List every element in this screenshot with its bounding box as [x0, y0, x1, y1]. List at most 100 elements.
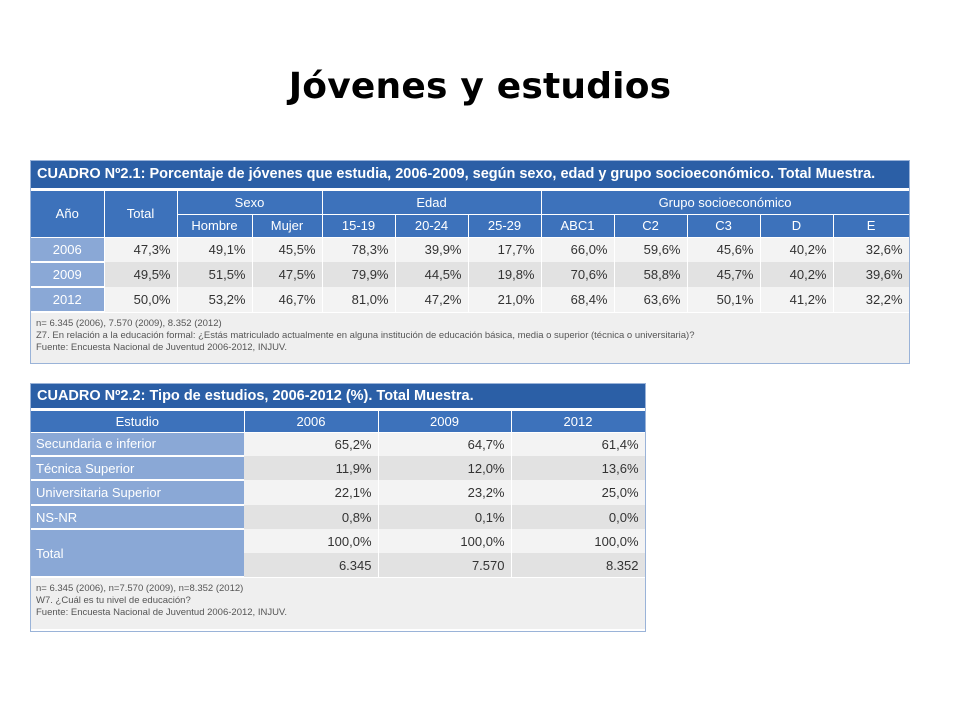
row-label-total: Total	[31, 529, 244, 578]
cell-2006: 0,8%	[244, 505, 379, 529]
cell-mujer: 47,5%	[252, 262, 323, 287]
cell-25-29: 17,7%	[468, 237, 542, 262]
cell-hombre: 49,1%	[177, 237, 253, 262]
header-e: E	[833, 214, 910, 238]
cell-abc1: 70,6%	[541, 262, 615, 287]
table2-note-source: Fuente: Encuesta Nacional de Juventud 20…	[36, 607, 288, 618]
table-row: 2006 47,3% 49,1% 45,5% 78,3% 39,9% 17,7%…	[31, 237, 910, 263]
table1-caption-text: Porcentaje de jóvenes que estudia, 2006-…	[145, 166, 876, 183]
row-label: Secundaria e inferior	[31, 432, 244, 457]
cell-c2: 58,8%	[614, 262, 688, 287]
cell-total: 49,5%	[104, 262, 178, 287]
table-row: Técnica Superior 11,9% 12,0% 13,6%	[31, 456, 646, 481]
header-25-29: 25-29	[468, 214, 542, 238]
cell-2012: 100,0%	[511, 529, 646, 553]
header-anio: Año	[31, 189, 105, 238]
cell-25-29: 19,8%	[468, 262, 542, 287]
table2-note-question: W7. ¿Cuál es tu nivel de educación?	[36, 595, 191, 606]
header-hombre: Hombre	[177, 214, 253, 238]
table-row-total-count: 6.345 7.570 8.352	[31, 553, 646, 577]
cell-d: 41,2%	[760, 287, 834, 312]
cell-2006: 11,9%	[244, 456, 379, 480]
cell-2006: 22,1%	[244, 480, 379, 505]
slide-title: Jóvenes y estudios	[288, 66, 672, 107]
header-2006: 2006	[244, 409, 379, 433]
table2-notes: n= 6.345 (2006), n=7.570 (2009), n=8.352…	[31, 577, 646, 629]
table-row: 2012 50,0% 53,2% 46,7% 81,0% 47,2% 21,0%…	[31, 287, 910, 313]
cell-2012: 13,6%	[511, 456, 646, 480]
cell-2006: 6.345	[244, 553, 379, 577]
cell-2009: 64,7%	[378, 432, 512, 456]
cell-15-19: 78,3%	[322, 237, 396, 262]
cell-mujer: 46,7%	[252, 287, 323, 312]
table1-caption-bold: CUADRO Nº2.1:	[37, 166, 146, 183]
cell-2009: 7.570	[378, 553, 512, 577]
table-cuadro-2-1: CUADRO Nº2.1: Porcentaje de jóvenes que …	[31, 161, 910, 363]
table-row-total-percent: Total 100,0% 100,0% 100,0%	[31, 529, 646, 578]
cell-c3: 45,7%	[687, 262, 761, 287]
row-label: Universitaria Superior	[31, 480, 244, 506]
cell-2009: 0,1%	[378, 505, 512, 529]
table-row: 2009 49,5% 51,5% 47,5% 79,9% 44,5% 19,8%…	[31, 262, 910, 288]
cell-2012: 0,0%	[511, 505, 646, 529]
table2-note-sample: n= 6.345 (2006), n=7.570 (2009), n=8.352…	[36, 583, 244, 594]
header-abc1: ABC1	[541, 214, 615, 238]
cell-20-24: 44,5%	[395, 262, 469, 287]
cell-c3: 50,1%	[687, 287, 761, 312]
table2-caption-bold: CUADRO Nº2.2:	[37, 387, 146, 404]
cell-2009: 23,2%	[378, 480, 512, 505]
cell-20-24: 47,2%	[395, 287, 469, 312]
cell-hombre: 51,5%	[177, 262, 253, 287]
cell-abc1: 66,0%	[541, 237, 615, 262]
row-year: 2012	[31, 287, 105, 313]
cell-2006: 100,0%	[244, 529, 379, 553]
cell-2012: 8.352	[511, 553, 646, 577]
row-year: 2009	[31, 262, 105, 288]
row-label: Técnica Superior	[31, 456, 244, 481]
table2-caption-text: Tipo de estudios, 2006-2012 (%). Total M…	[145, 387, 474, 404]
header-total: Total	[104, 189, 178, 238]
table-row: Universitaria Superior 22,1% 23,2% 25,0%	[31, 480, 646, 506]
cell-total: 47,3%	[104, 237, 178, 262]
cell-15-19: 79,9%	[322, 262, 396, 287]
header-20-24: 20-24	[395, 214, 469, 238]
table1-caption: CUADRO Nº2.1: Porcentaje de jóvenes que …	[31, 161, 910, 191]
table1-note-source: Fuente: Encuesta Nacional de Juventud 20…	[36, 342, 288, 353]
header-d: D	[760, 214, 834, 238]
header-grupo-socioeconomico: Grupo socioeconómico	[541, 189, 910, 215]
header-2012: 2012	[511, 409, 646, 433]
table-row: Secundaria e inferior 65,2% 64,7% 61,4%	[31, 432, 646, 457]
cell-2009: 12,0%	[378, 456, 512, 480]
cell-d: 40,2%	[760, 237, 834, 262]
cell-15-19: 81,0%	[322, 287, 396, 312]
cell-e: 39,6%	[833, 262, 910, 287]
cell-c2: 59,6%	[614, 237, 688, 262]
row-year: 2006	[31, 237, 105, 263]
cell-e: 32,6%	[833, 237, 910, 262]
cell-2009: 100,0%	[378, 529, 512, 553]
cell-abc1: 68,4%	[541, 287, 615, 312]
cell-d: 40,2%	[760, 262, 834, 287]
header-2009: 2009	[378, 409, 512, 433]
table1-note-question: Z7. En relación a la educación formal: ¿…	[36, 330, 695, 341]
cell-2012: 61,4%	[511, 432, 646, 456]
table2-caption: CUADRO Nº2.2: Tipo de estudios, 2006-201…	[31, 384, 646, 411]
table1-note-sample: n= 6.345 (2006), 7.570 (2009), 8.352 (20…	[36, 318, 222, 329]
header-edad: Edad	[322, 189, 542, 215]
cell-c3: 45,6%	[687, 237, 761, 262]
cell-e: 32,2%	[833, 287, 910, 312]
cell-25-29: 21,0%	[468, 287, 542, 312]
cell-2012: 25,0%	[511, 480, 646, 505]
table1-notes: n= 6.345 (2006), 7.570 (2009), 8.352 (20…	[31, 312, 910, 363]
row-label: NS-NR	[31, 505, 244, 530]
header-estudio: Estudio	[31, 409, 245, 433]
cell-20-24: 39,9%	[395, 237, 469, 262]
cell-c2: 63,6%	[614, 287, 688, 312]
header-c2: C2	[614, 214, 688, 238]
table-cuadro-2-2: CUADRO Nº2.2: Tipo de estudios, 2006-201…	[31, 384, 646, 629]
cell-total: 50,0%	[104, 287, 178, 312]
header-sexo: Sexo	[177, 189, 323, 215]
header-c3: C3	[687, 214, 761, 238]
header-mujer: Mujer	[252, 214, 323, 238]
cell-2006: 65,2%	[244, 432, 379, 456]
